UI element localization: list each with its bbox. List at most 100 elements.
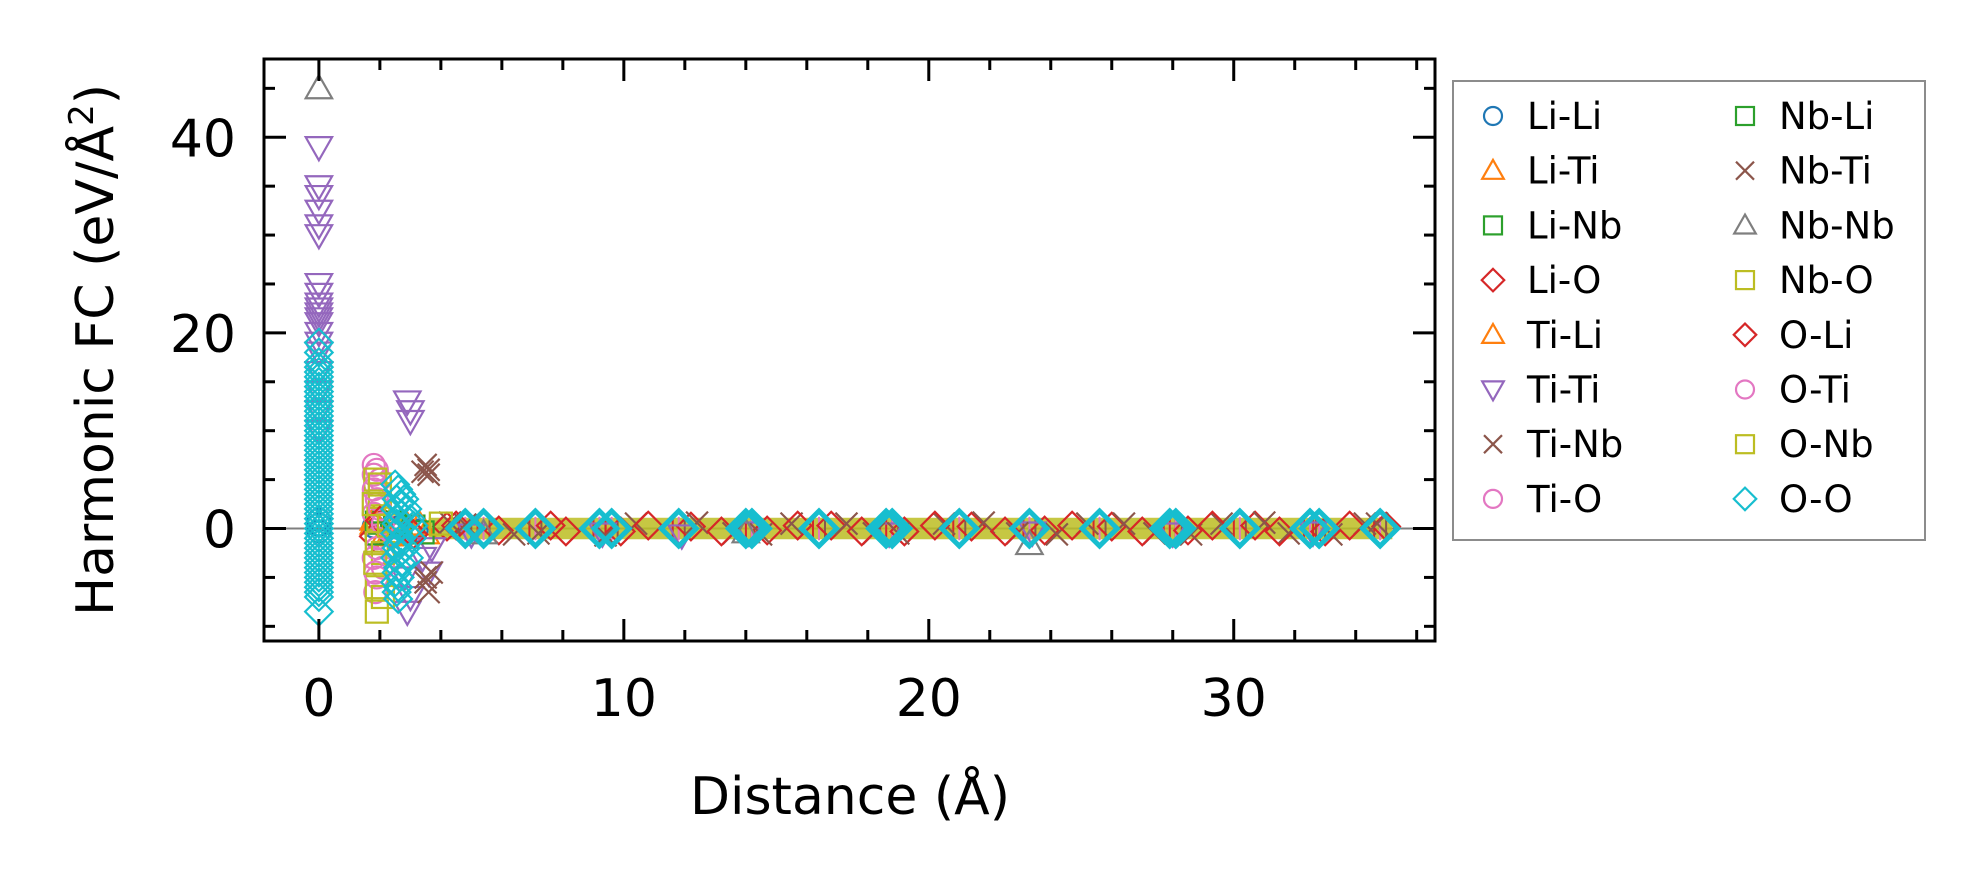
legend-marker-nb-ti	[1735, 160, 1755, 181]
data-point-o-o	[1078, 507, 1121, 550]
data-point-o-o	[395, 503, 426, 535]
data-point-o-o	[303, 400, 335, 432]
data-point-o-o	[657, 507, 700, 550]
data-point-ti-o	[364, 457, 389, 482]
data-point-o-o	[1008, 507, 1051, 550]
data-point-ti-ti	[395, 409, 426, 437]
y-tick-label: 0	[203, 501, 236, 561]
data-point-o-o	[303, 498, 335, 530]
data-point-nb-ti	[410, 460, 435, 484]
legend-marker-nb-nb	[1732, 212, 1758, 235]
data-point-o-o	[303, 503, 335, 535]
data-point-o-o	[382, 583, 414, 615]
data-point-nb-o	[364, 599, 389, 624]
data-point-o-o	[444, 507, 487, 550]
data-point-o-o	[303, 376, 335, 407]
data-point-o-o	[1359, 507, 1402, 550]
y-axis-label: Harmonic FC (eV/Å2)	[62, 84, 126, 616]
data-point-ti-ti	[303, 282, 334, 310]
data-point-ti-o	[361, 452, 386, 478]
data-point-o-o	[303, 488, 335, 520]
legend-entry-o-li: O-Li	[1732, 314, 1853, 357]
legend-entry-nb-nb: Nb-Nb	[1732, 204, 1895, 247]
data-point-ti-nb	[685, 510, 709, 535]
legend-entry-o-nb: O-Nb	[1734, 423, 1874, 466]
data-point-o-o	[303, 522, 335, 554]
data-point-ti-ti	[392, 600, 423, 628]
data-point-o-o	[392, 493, 423, 525]
data-point-o-li	[1197, 510, 1228, 541]
data-point-o-li	[1334, 510, 1365, 541]
data-point-ti-nb	[416, 580, 441, 604]
y-tick-label: 20	[170, 305, 236, 365]
data-point-o-o	[303, 537, 335, 569]
x-tick-label: 30	[1201, 669, 1267, 729]
data-point-ti-ti	[303, 292, 334, 319]
data-point-o-o	[303, 405, 335, 437]
x-tick-label: 10	[591, 669, 657, 729]
data-point-o-o	[730, 507, 773, 550]
x-tick-label: 20	[896, 669, 962, 729]
legend-marker-li-o	[1480, 267, 1506, 293]
data-point-o-o	[303, 439, 335, 471]
legend-label-nb-li: Nb-Li	[1779, 95, 1874, 138]
data-point-o-o	[303, 469, 335, 500]
legend-entry-ti-o: Ti-O	[1482, 478, 1602, 521]
data-point-ti-nb	[1045, 522, 1069, 547]
data-point-o-o	[303, 415, 335, 447]
data-point-ti-ti	[416, 537, 447, 564]
data-point-o-o	[388, 483, 420, 515]
data-point-li-o	[889, 516, 920, 547]
x-axis-label: Distance (Å)	[690, 765, 1010, 827]
data-point-o-o	[303, 410, 335, 442]
data-point-ti-ti	[303, 312, 334, 339]
data-point-li-o	[815, 510, 847, 541]
data-point-o-o	[303, 542, 335, 574]
plot-frame	[262, 57, 1437, 643]
legend-entry-li-ti: Li-Ti	[1480, 150, 1600, 193]
data-point-li-o	[1172, 515, 1204, 546]
data-point-li-o	[1239, 510, 1271, 541]
legend-marker-nb-o	[1734, 270, 1756, 291]
legend-label-o-li: O-Li	[1779, 314, 1853, 357]
data-point-o-li	[1264, 516, 1295, 547]
data-point-o-o	[303, 474, 335, 505]
data-point-ti-ti	[303, 214, 334, 241]
legend-items: Li-Li Li-Ti Li-Nb Li-O Ti-Li Ti-Ti Ti-Nb Ti-O Nb…	[1480, 95, 1895, 521]
legend-entry-o-ti: O-Ti	[1734, 369, 1851, 412]
legend-label-ti-ti: Ti-Ti	[1526, 369, 1600, 412]
legend-entry-ti-ti: Ti-Ti	[1480, 369, 1600, 412]
legend-label-li-nb: Li-Nb	[1527, 204, 1622, 247]
legend-entry-ti-li: Ti-Li	[1480, 314, 1603, 357]
data-point-o-o	[303, 464, 335, 495]
data-point-o-o	[381, 532, 412, 564]
data-point-o-o	[303, 434, 335, 466]
legend-entry-o-o: O-O	[1732, 478, 1853, 521]
data-point-ti-nb	[416, 462, 441, 487]
data-point-li-o	[675, 511, 707, 542]
legend-marker-nb-li	[1734, 105, 1756, 127]
data-point-o-o	[379, 469, 411, 500]
data-point-o-o	[590, 507, 633, 550]
data-point-o-o	[303, 327, 335, 358]
legend-marker-li-nb	[1482, 215, 1504, 236]
data-point-nb-ti	[779, 511, 804, 536]
y-axis-label-close: )	[66, 84, 126, 104]
legend-entry-nb-o: Nb-O	[1734, 259, 1874, 302]
data-point-o-o	[797, 507, 841, 550]
data-point-o-o	[303, 425, 335, 456]
data-point-o-o	[303, 444, 335, 476]
data-point-o-o	[303, 361, 335, 393]
legend-label-ti-o: Ti-O	[1526, 478, 1602, 521]
data-point-li-o	[535, 510, 566, 541]
data-point-o-o	[303, 493, 335, 525]
legend-label-ti-nb: Ti-Nb	[1526, 423, 1623, 466]
data-point-o-o	[514, 507, 557, 550]
data-point-ti-nb	[413, 453, 438, 477]
legend-label-o-o: O-O	[1779, 478, 1853, 521]
data-point-ti-nb	[416, 458, 441, 482]
data-point-o-o	[303, 346, 335, 378]
data-point-o-o	[1288, 507, 1332, 550]
data-point-o-o	[578, 507, 621, 550]
data-point-nb-nb	[303, 72, 334, 100]
